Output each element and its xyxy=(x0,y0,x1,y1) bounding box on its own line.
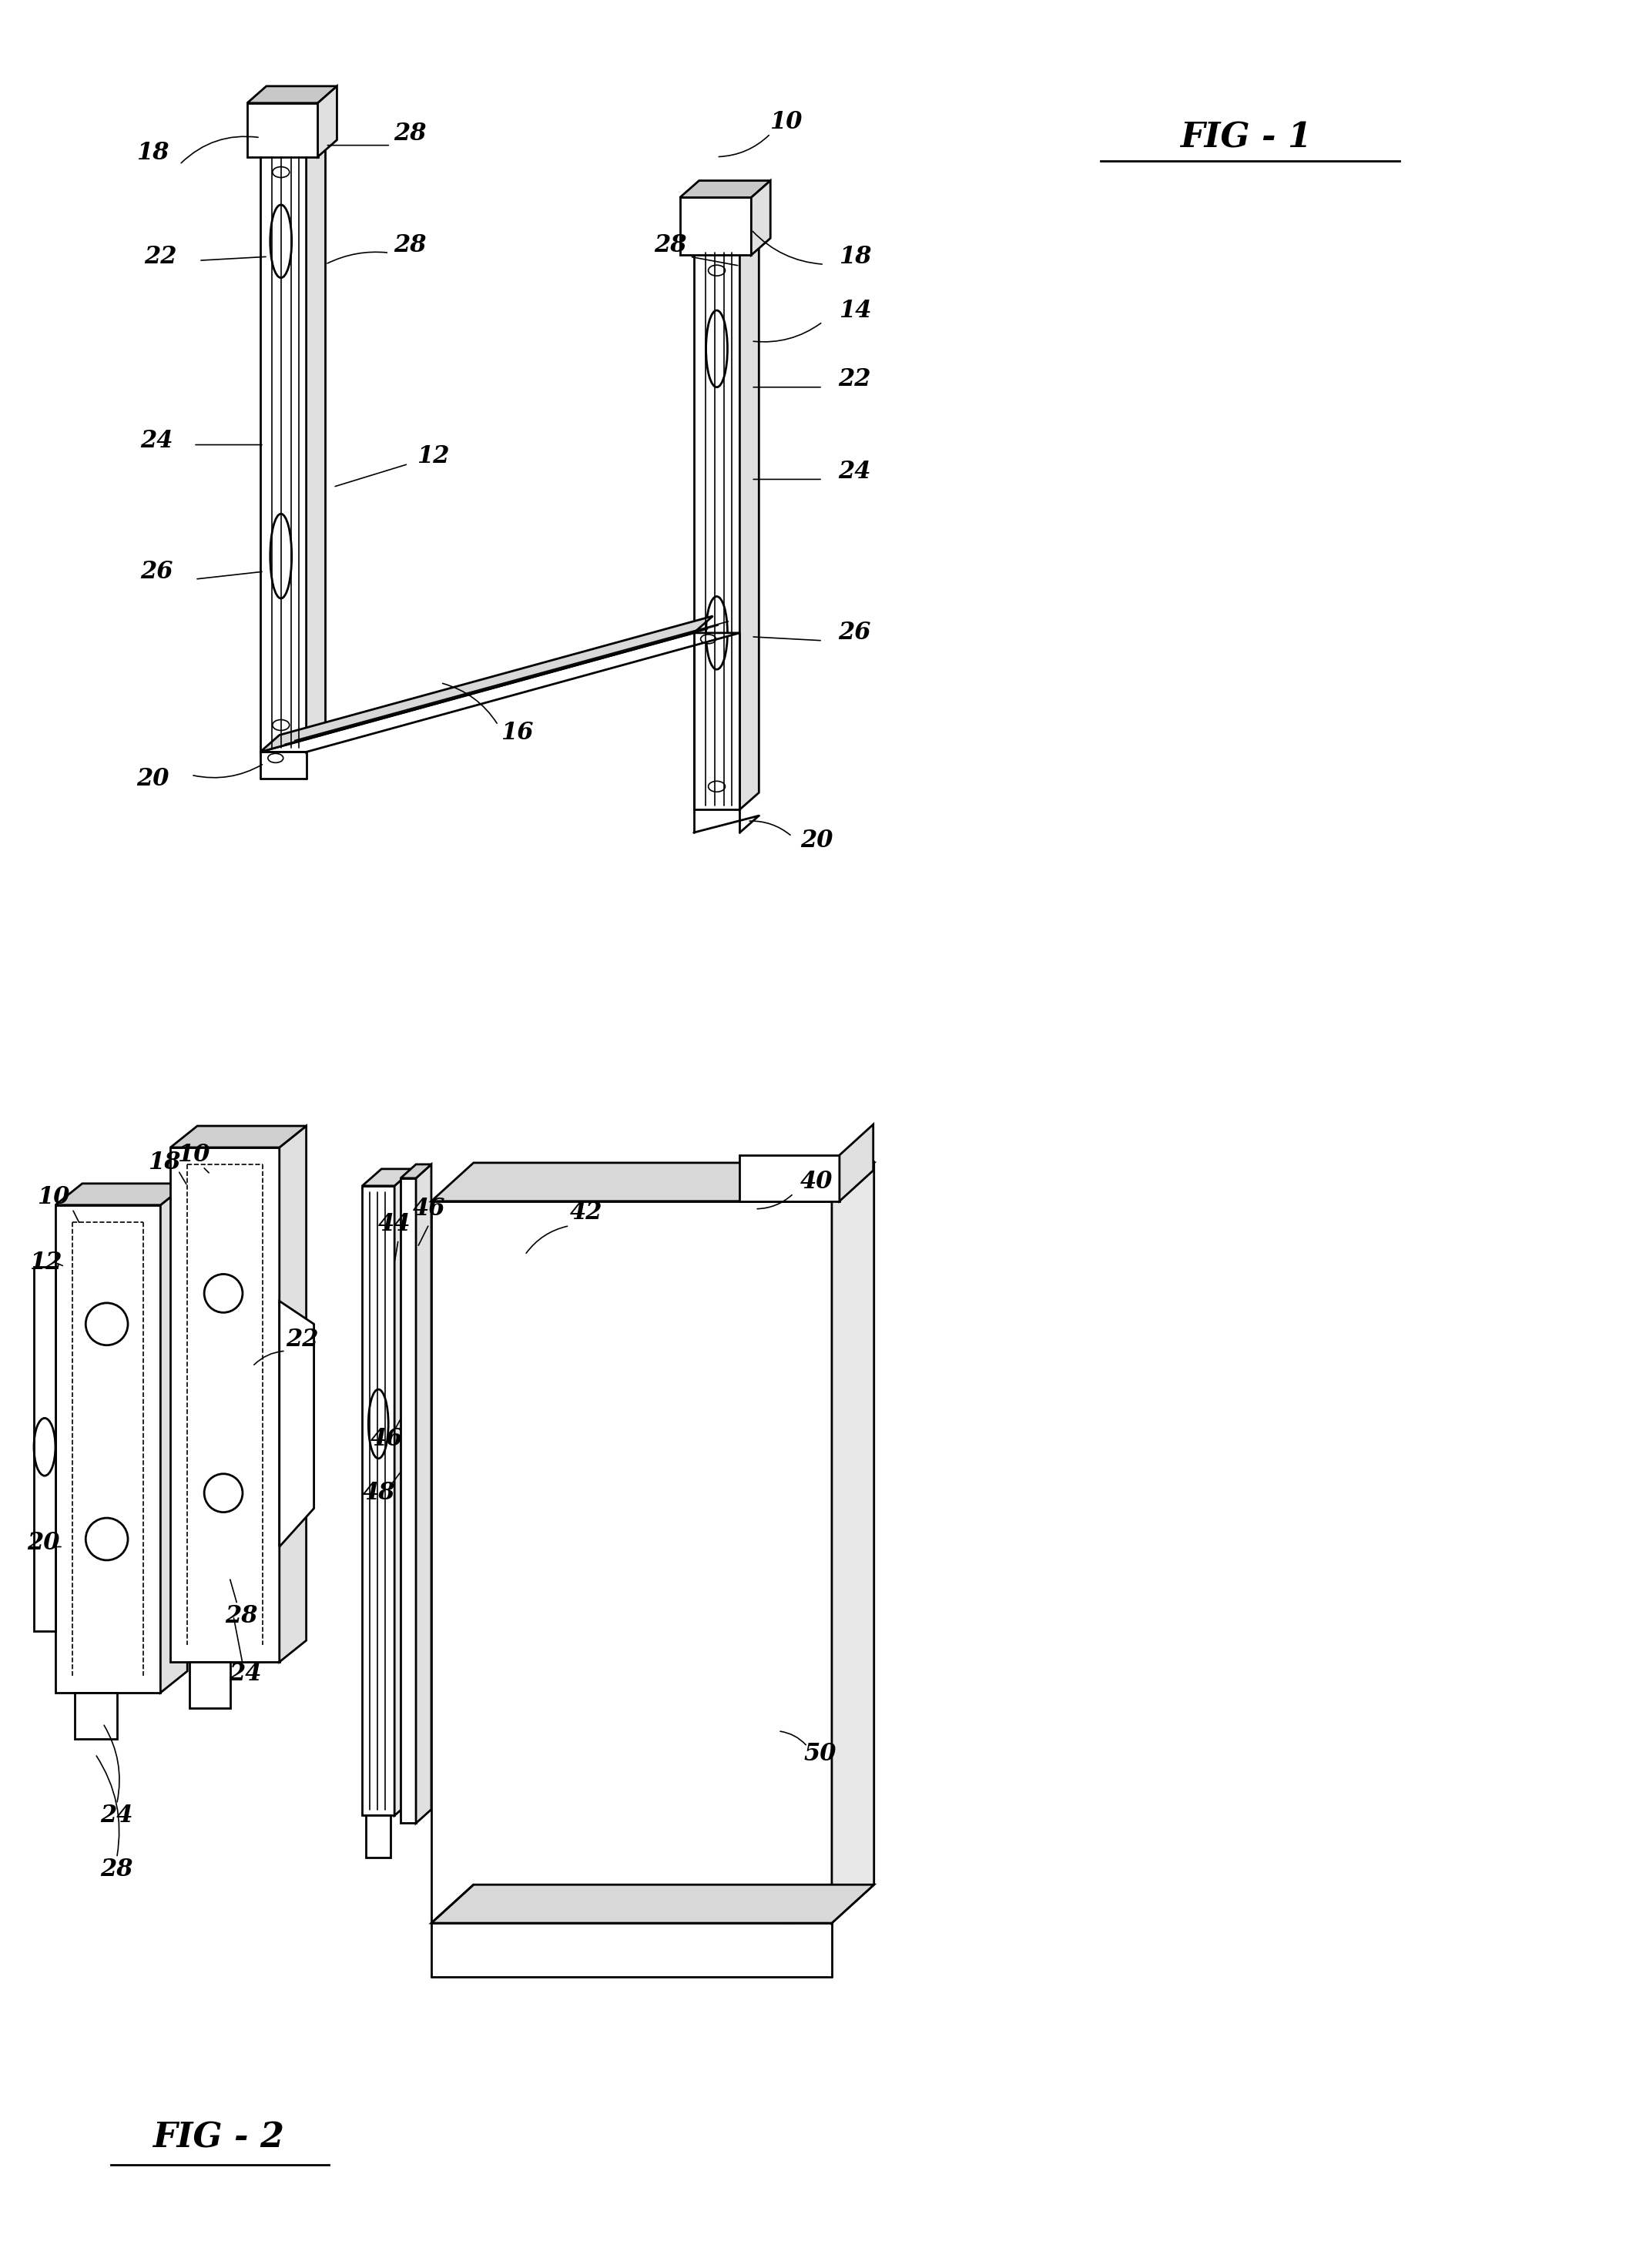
Text: 28: 28 xyxy=(394,122,427,145)
Text: 18: 18 xyxy=(136,141,169,166)
Polygon shape xyxy=(362,1168,414,1186)
Text: 24: 24 xyxy=(229,1662,262,1685)
Polygon shape xyxy=(56,1204,160,1692)
Polygon shape xyxy=(681,197,751,254)
Polygon shape xyxy=(694,249,739,810)
Polygon shape xyxy=(170,1148,280,1662)
Polygon shape xyxy=(739,231,759,810)
Polygon shape xyxy=(432,1163,874,1202)
Polygon shape xyxy=(681,181,771,197)
Text: 24: 24 xyxy=(100,1803,133,1828)
Text: 28: 28 xyxy=(654,234,687,256)
Polygon shape xyxy=(831,1163,874,1923)
Polygon shape xyxy=(839,1125,874,1202)
Polygon shape xyxy=(190,1662,231,1708)
Polygon shape xyxy=(160,1184,188,1692)
Text: 40: 40 xyxy=(800,1170,833,1193)
Text: 10: 10 xyxy=(769,111,802,134)
Polygon shape xyxy=(362,1186,394,1817)
Text: 14: 14 xyxy=(839,299,872,322)
Polygon shape xyxy=(694,231,759,249)
Polygon shape xyxy=(416,1163,432,1823)
Text: 26: 26 xyxy=(839,621,872,644)
Polygon shape xyxy=(317,86,337,156)
Text: 46: 46 xyxy=(370,1427,402,1452)
Text: 46: 46 xyxy=(412,1198,445,1220)
Text: 28: 28 xyxy=(224,1603,257,1628)
Polygon shape xyxy=(260,136,326,152)
Polygon shape xyxy=(751,181,771,254)
Text: 20: 20 xyxy=(800,828,833,853)
Text: 42: 42 xyxy=(569,1200,602,1225)
Text: 12: 12 xyxy=(29,1250,62,1275)
Polygon shape xyxy=(260,633,739,753)
Text: 22: 22 xyxy=(286,1327,319,1352)
Text: 16: 16 xyxy=(501,721,533,744)
Polygon shape xyxy=(280,1302,314,1547)
Text: 28: 28 xyxy=(100,1857,133,1880)
Text: 48: 48 xyxy=(363,1481,396,1506)
Text: 22: 22 xyxy=(839,367,872,392)
Polygon shape xyxy=(739,1154,839,1202)
Polygon shape xyxy=(260,152,306,753)
Text: 18: 18 xyxy=(147,1150,180,1175)
Polygon shape xyxy=(56,1184,188,1204)
Polygon shape xyxy=(306,136,326,753)
Polygon shape xyxy=(280,1125,306,1662)
Text: 20: 20 xyxy=(26,1531,59,1556)
Text: 22: 22 xyxy=(144,245,177,268)
Polygon shape xyxy=(260,617,713,753)
Text: 44: 44 xyxy=(378,1213,411,1236)
Text: 24: 24 xyxy=(141,429,173,454)
Text: 18: 18 xyxy=(839,245,872,268)
Polygon shape xyxy=(170,1125,306,1148)
Polygon shape xyxy=(401,1163,432,1177)
Polygon shape xyxy=(34,1266,56,1631)
Polygon shape xyxy=(75,1692,116,1740)
Text: 20: 20 xyxy=(136,767,169,792)
Polygon shape xyxy=(247,102,317,156)
Text: 28: 28 xyxy=(394,234,427,256)
Polygon shape xyxy=(247,86,337,102)
Polygon shape xyxy=(366,1817,391,1857)
Polygon shape xyxy=(432,1885,874,1923)
Text: 50: 50 xyxy=(803,1742,836,1767)
Polygon shape xyxy=(394,1168,414,1817)
Text: 26: 26 xyxy=(141,560,173,583)
Text: 10: 10 xyxy=(177,1143,209,1168)
Text: FIG - 2: FIG - 2 xyxy=(152,2121,285,2155)
Polygon shape xyxy=(401,1177,416,1823)
Text: 24: 24 xyxy=(839,460,872,483)
Polygon shape xyxy=(432,1202,831,1923)
Text: 12: 12 xyxy=(417,445,450,467)
Text: 10: 10 xyxy=(36,1186,69,1209)
Text: FIG - 1: FIG - 1 xyxy=(1180,120,1312,154)
